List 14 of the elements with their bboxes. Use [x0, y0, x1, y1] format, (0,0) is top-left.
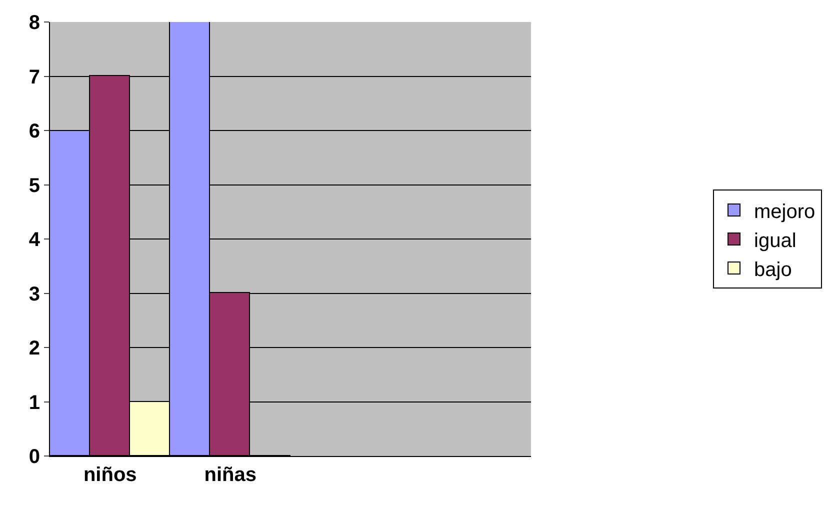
x-tick-label: niños [83, 464, 137, 486]
y-tick-label: 5 [28, 174, 40, 197]
legend-label: bajo [754, 258, 792, 281]
y-tick-label: 3 [28, 283, 40, 306]
y-tick-label: 7 [28, 66, 40, 88]
y-tick-label: 8 [28, 12, 40, 34]
x-tick-label: niñas [204, 464, 257, 486]
y-tick-label: 4 [28, 229, 41, 251]
y-tick-label: 6 [28, 120, 40, 142]
y-tick-label: 2 [28, 338, 40, 360]
legend-label: mejoro [754, 200, 816, 223]
y-tick-label: 1 [28, 392, 40, 414]
legend-label: igual [754, 230, 796, 252]
y-tick-label: 0 [28, 446, 40, 468]
